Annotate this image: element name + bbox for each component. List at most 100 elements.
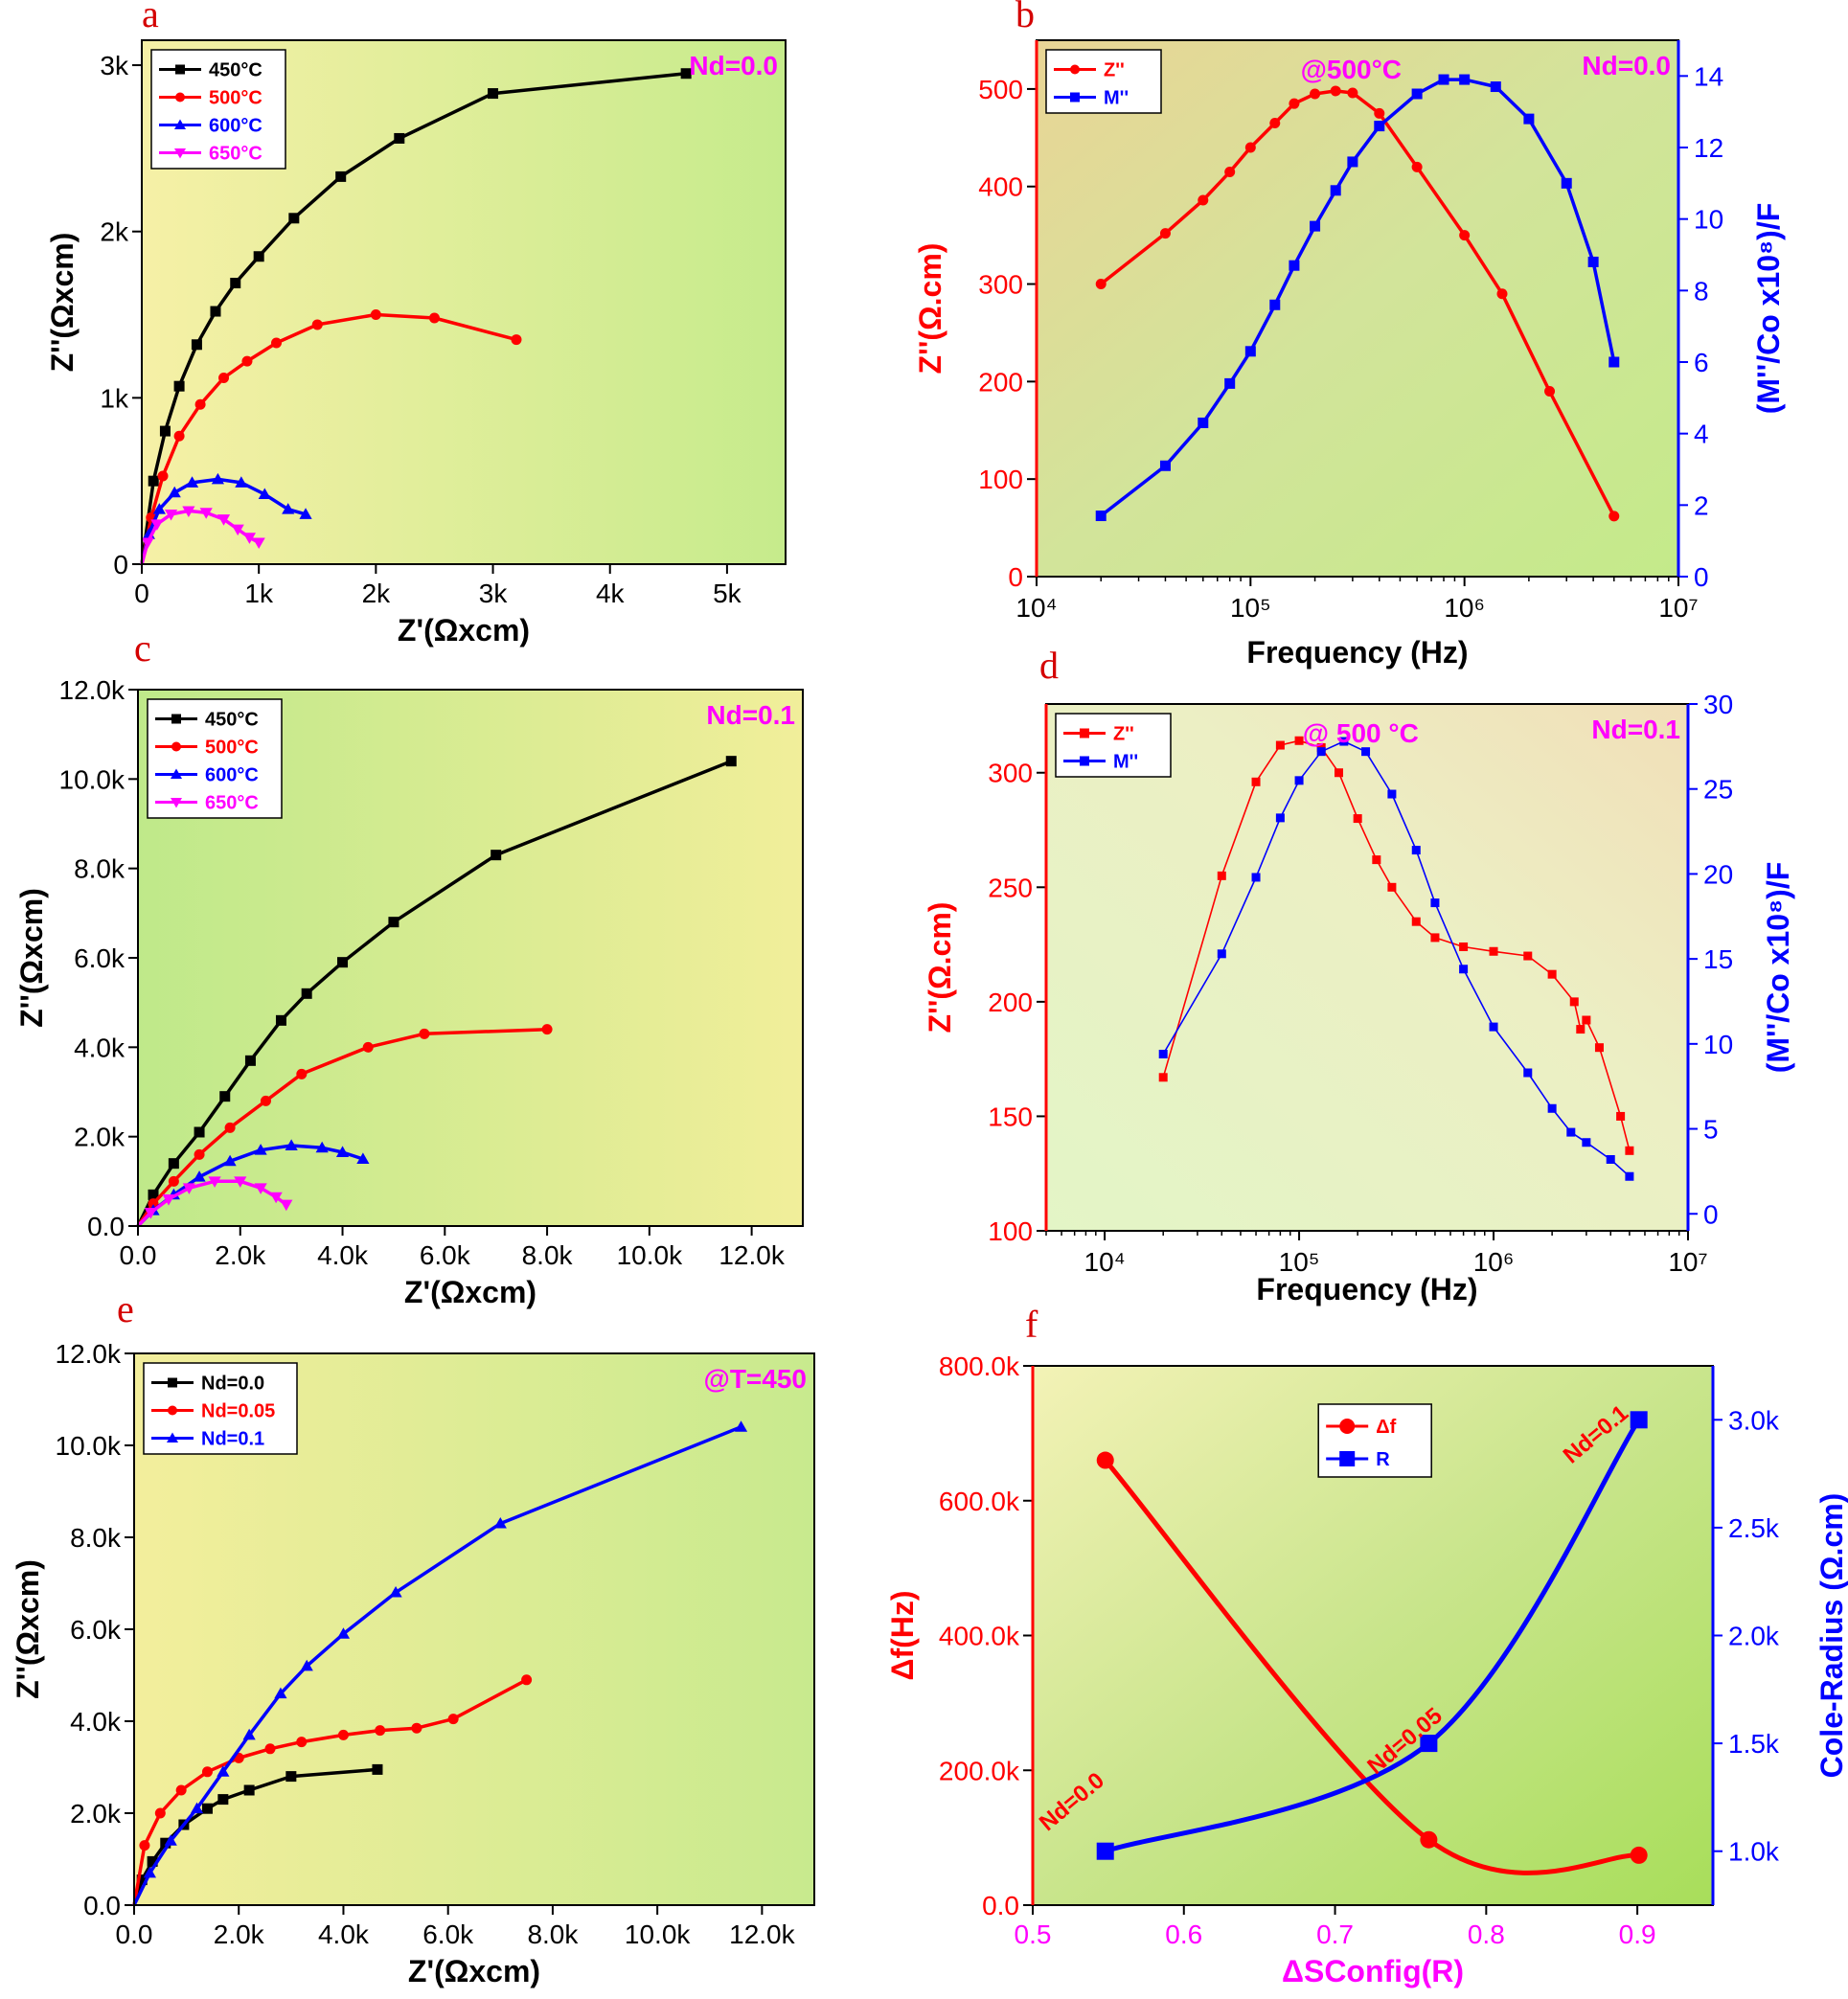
legend-marker bbox=[171, 798, 182, 808]
x-tick-label: 10⁷ bbox=[1668, 1247, 1707, 1277]
series-500°C bbox=[136, 1024, 553, 1227]
legend-label: Nd=0.1 bbox=[201, 1429, 264, 1450]
panel-c: 0.0 2.0k 4.0k 6.0k 8.0k 10.0k 12.0k 0.0 2.0k 4.0k… bbox=[14, 626, 804, 1309]
data-point bbox=[1217, 871, 1226, 880]
data-point bbox=[1411, 88, 1423, 100]
y2-tick-label: 2.0k bbox=[1728, 1622, 1780, 1651]
y2-tick-label: 14 bbox=[1694, 61, 1723, 91]
data-point bbox=[491, 850, 502, 861]
data-point bbox=[254, 1183, 267, 1194]
data-point bbox=[219, 1091, 231, 1102]
data-point bbox=[1095, 511, 1107, 522]
data-point bbox=[164, 509, 178, 521]
data-point bbox=[271, 337, 283, 349]
y-tick-label: 6.0k bbox=[74, 943, 125, 973]
data-point bbox=[168, 1158, 179, 1170]
x-axis-label: Z'(Ωxcm) bbox=[408, 1954, 540, 1988]
y-tick-label: 300 bbox=[988, 759, 1033, 788]
legend-entry: Nd=0.1 bbox=[151, 1429, 264, 1450]
data-point bbox=[1224, 166, 1236, 177]
legend-label: Nd=0.05 bbox=[201, 1401, 275, 1422]
y-axis-label: Z''(Ωxcm) bbox=[14, 888, 49, 1028]
data-point bbox=[173, 430, 185, 442]
legend-label: Δf bbox=[1376, 1417, 1396, 1438]
x-tick-label: 4.0k bbox=[318, 1919, 370, 1949]
legend-entry: R bbox=[1326, 1449, 1390, 1470]
data-point bbox=[1095, 279, 1107, 290]
x-tick-label: 6.0k bbox=[422, 1919, 474, 1949]
data-point bbox=[182, 506, 195, 518]
data-point bbox=[1630, 1846, 1648, 1864]
data-point bbox=[1339, 737, 1349, 746]
y2-tick-label: 3.0k bbox=[1728, 1405, 1780, 1435]
y-tick-label: 12.0k bbox=[56, 1339, 122, 1369]
data-point bbox=[1316, 747, 1326, 757]
legend-label: R bbox=[1376, 1449, 1390, 1470]
data-point bbox=[218, 373, 230, 384]
legend: Nd=0.0 Nd=0.05 Nd=0.1 bbox=[143, 1362, 298, 1455]
series-line bbox=[1103, 1458, 1639, 1875]
data-point bbox=[1594, 1043, 1604, 1053]
y2-tick-label: 0 bbox=[1694, 562, 1709, 592]
x-tick-label: 4.0k bbox=[317, 1240, 369, 1270]
data-point bbox=[447, 1714, 459, 1725]
data-point bbox=[375, 1725, 386, 1737]
y-tick-label: 3k bbox=[100, 51, 129, 80]
data-point bbox=[1411, 161, 1423, 172]
plot-area bbox=[1046, 704, 1688, 1231]
y-axis-label: Δf(Hz) bbox=[885, 1590, 920, 1680]
data-point bbox=[148, 475, 159, 487]
data-point bbox=[337, 957, 349, 968]
data-point bbox=[1430, 933, 1440, 943]
data-point bbox=[1430, 898, 1440, 908]
data-point bbox=[1569, 997, 1579, 1007]
legend-entry: 650°C bbox=[155, 793, 259, 814]
y2-tick-label: 12 bbox=[1694, 133, 1723, 163]
legend-label: M'' bbox=[1113, 752, 1138, 773]
data-point bbox=[136, 1874, 148, 1886]
y-axis-label: Z''(Ωxcm) bbox=[45, 233, 80, 373]
data-point bbox=[493, 1517, 507, 1529]
data-point bbox=[201, 1803, 213, 1814]
data-point bbox=[1489, 946, 1498, 956]
y-tick-label: 500 bbox=[978, 75, 1023, 104]
y2-tick-label: 10 bbox=[1703, 1030, 1733, 1059]
y-axis-label: Z''(Ω.cm) bbox=[923, 902, 957, 1034]
y2-tick-label: 5 bbox=[1703, 1115, 1719, 1145]
data-point bbox=[1547, 1103, 1557, 1113]
data-point bbox=[299, 508, 312, 519]
data-point bbox=[541, 1024, 553, 1035]
data-point bbox=[1372, 855, 1381, 865]
data-point bbox=[1438, 74, 1449, 85]
data-point bbox=[224, 1122, 236, 1133]
series-line bbox=[132, 1767, 378, 1906]
data-point bbox=[1387, 882, 1397, 892]
data-point bbox=[1347, 156, 1358, 168]
series-R bbox=[1096, 1411, 1648, 1860]
legend-entry: Nd=0.0 bbox=[151, 1374, 264, 1395]
data-point bbox=[1523, 951, 1533, 961]
data-point bbox=[143, 1866, 156, 1878]
plot-frame bbox=[141, 39, 787, 565]
data-point bbox=[1547, 969, 1557, 979]
data-point bbox=[141, 537, 154, 550]
x-tick-label: 12.0k bbox=[729, 1919, 795, 1949]
y-tick-label: 10.0k bbox=[56, 1431, 122, 1461]
x-tick-label: 10⁷ bbox=[1658, 593, 1698, 623]
panel-letter: a bbox=[142, 0, 159, 35]
data-point bbox=[217, 514, 231, 526]
series-line bbox=[1162, 739, 1631, 1151]
data-point bbox=[230, 278, 241, 289]
legend-marker bbox=[1080, 756, 1089, 766]
data-point bbox=[185, 476, 199, 488]
data-point bbox=[388, 917, 399, 928]
data-point bbox=[370, 309, 381, 321]
data-point bbox=[1576, 1025, 1586, 1034]
data-point bbox=[254, 1144, 267, 1155]
data-point bbox=[241, 355, 253, 367]
data-point bbox=[1198, 194, 1209, 206]
data-point bbox=[1608, 511, 1620, 522]
legend: 450°C 500°C 600°C 650°C bbox=[147, 698, 283, 819]
data-point bbox=[1269, 299, 1281, 310]
y-tick-label: 0.0 bbox=[982, 1891, 1019, 1920]
